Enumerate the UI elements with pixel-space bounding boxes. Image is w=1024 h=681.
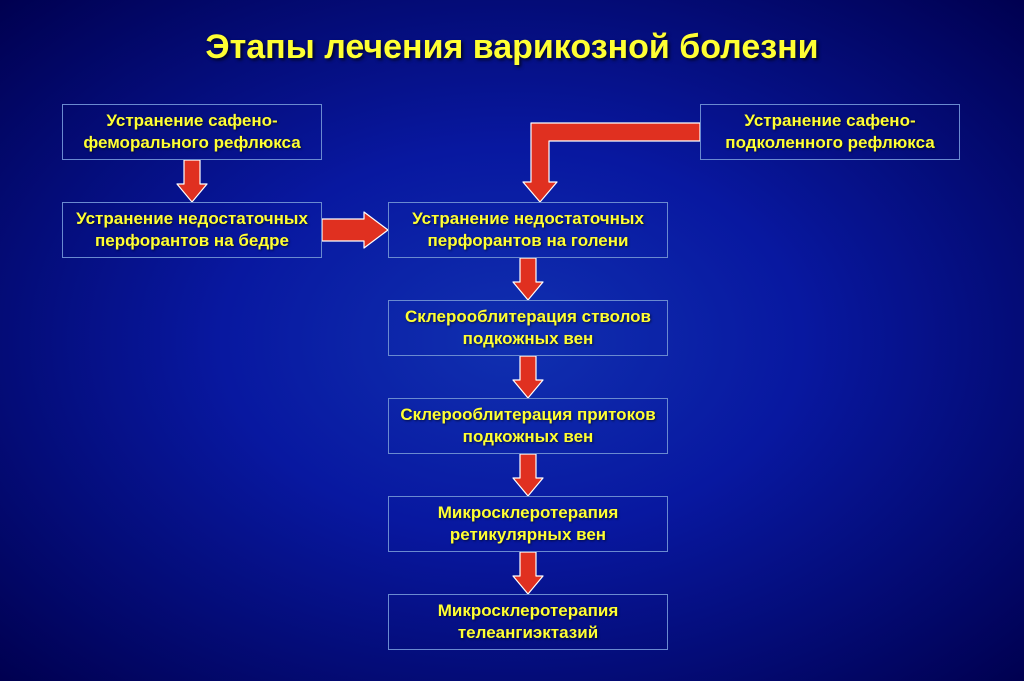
- node-line1: Микросклеротерапия: [438, 503, 618, 522]
- node-line2: подкожных вен: [463, 329, 594, 348]
- node-line1: Устранение недостаточных: [76, 209, 308, 228]
- node-line2: перфорантов на бедре: [95, 231, 289, 250]
- title-text: Этапы лечения варикозной болезни: [205, 28, 818, 66]
- flowchart-node-n7: Микросклеротерапия ретикулярных вен: [388, 496, 668, 552]
- node-line2: телеангиэктазий: [458, 623, 598, 642]
- node-line2: перфорантов на голени: [428, 231, 629, 250]
- node-line2: ретикулярных вен: [450, 525, 606, 544]
- flowchart-node-n6: Склерооблитерация притоков подкожных вен: [388, 398, 668, 454]
- node-line2: подколенного рефлюкса: [725, 133, 934, 152]
- flowchart-node-n4: Устранение недостаточных перфорантов на г…: [388, 202, 668, 258]
- flowchart-node-n5: Склерооблитерация стволов подкожных вен: [388, 300, 668, 356]
- flowchart-node-n3: Устранение недостаточных перфорантов на б…: [62, 202, 322, 258]
- node-line1: Склерооблитерация притоков: [400, 405, 655, 424]
- node-line2: подкожных вен: [463, 427, 594, 446]
- node-line1: Устранение недостаточных: [412, 209, 644, 228]
- node-line1: Устранение сафено-: [744, 111, 915, 130]
- flowchart-node-n1: Устранение сафено-феморального рефлюкса: [62, 104, 322, 160]
- slide-title: Этапы лечения варикозной болезни: [0, 28, 1024, 67]
- flowchart-node-n2: Устранение сафено-подколенного рефлюкса: [700, 104, 960, 160]
- node-line1: Склерооблитерация стволов: [405, 307, 651, 326]
- node-line1: Микросклеротерапия: [438, 601, 618, 620]
- node-line1: Устранение сафено-: [106, 111, 277, 130]
- flowchart-node-n8: Микросклеротерапия телеангиэктазий: [388, 594, 668, 650]
- node-line2: феморального рефлюкса: [83, 133, 300, 152]
